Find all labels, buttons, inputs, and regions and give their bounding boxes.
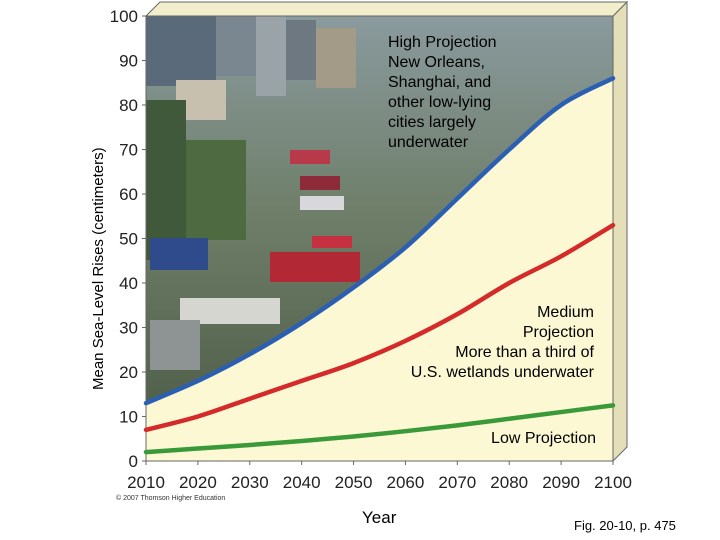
x-tick-label: 2100 [594,473,632,492]
low-projection-note-line: Low Projection [491,430,596,447]
photo-buildings [146,16,360,370]
medium-projection-note: Medium Projection More than a third of U.S.… [411,304,595,381]
high-projection-note-line: High Projection [388,34,497,51]
y-tick-label: 0 [129,452,138,471]
low-projection-line [143,403,616,455]
x-axis-ticks: 2010 2020 2030 2040 2050 2060 2070 2080 2090 2100 [127,461,632,492]
high-projection-note-line: cities largely [388,114,476,131]
medium-projection-note-line: Projection [523,324,594,341]
y-tick-label: 70 [119,141,138,160]
x-tick-label: 2050 [335,473,373,492]
y-tick-label: 90 [119,52,138,71]
y-axis-ticks: 0 10 20 30 40 50 60 70 80 90 100 [110,7,146,471]
x-tick-label: 2020 [179,473,217,492]
x-tick-label: 2070 [438,473,476,492]
x-tick-label: 2060 [387,473,425,492]
copyright-note: © 2007 Thomson Higher Education [116,494,225,502]
annotations: High Projection New Orleans, Shanghai, and… [388,34,596,447]
flood-photo [146,16,613,404]
y-tick-label: 60 [119,185,138,204]
figure-caption: Fig. 20-10, p. 475 [574,518,676,533]
y-tick-label: 10 [119,408,138,427]
y-tick-label: 50 [119,230,138,249]
high-projection-note: High Projection New Orleans, Shanghai, and… [388,34,497,151]
high-projection-line [143,76,616,406]
y-tick-label: 80 [119,96,138,115]
x-tick-label: 2010 [127,473,165,492]
medium-projection-note-line: Medium [537,304,594,321]
medium-projection-line [143,222,616,433]
low-projection-note: Low Projection [491,430,596,447]
x-tick-label: 2080 [490,473,528,492]
medium-projection-note-line: U.S. wetlands underwater [411,364,595,381]
high-projection-note-line: other low-lying [388,94,491,111]
panel-side-face [612,0,628,463]
x-tick-label: 2030 [231,473,269,492]
high-projection-note-line: underwater [388,134,469,151]
y-tick-label: 100 [110,7,138,26]
medium-projection-note-line: More than a third of [455,344,594,361]
panel-top-face [144,1,629,17]
y-tick-label: 30 [119,319,138,338]
series-lines [143,76,616,455]
x-axis-title: Year [362,508,397,527]
high-projection-note-line: New Orleans, [388,54,485,71]
y-tick-label: 20 [119,363,138,382]
x-tick-label: 2090 [542,473,580,492]
y-tick-label: 40 [119,274,138,293]
x-tick-label: 2040 [283,473,321,492]
high-projection-note-line: Shanghai, and [388,74,491,91]
y-axis-title: Mean Sea-Level Rises (centimeters) [90,147,107,390]
